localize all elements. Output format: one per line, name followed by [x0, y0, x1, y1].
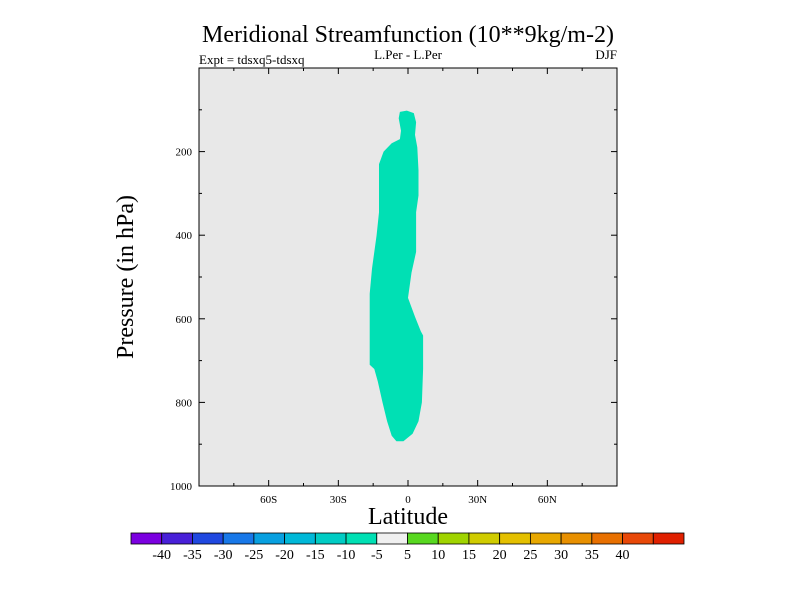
x-tick-label: 60N: [538, 494, 557, 506]
colorbar-label: 15: [462, 548, 476, 563]
x-axis: 60S 30S 0 30N 60N: [233, 68, 583, 506]
colorbar-box: [622, 532, 654, 545]
x-tick-label: 60S: [260, 494, 277, 506]
colorbar-box: [192, 532, 224, 545]
colorbar-label: 10: [431, 548, 445, 563]
y-tick-label: 400: [176, 230, 193, 242]
colorbar-label: 25: [523, 548, 537, 563]
y-tick-label: 600: [176, 314, 193, 326]
experiment-subtitle: Expt = tdsxq5-tdsxq: [199, 52, 305, 67]
colorbar-label: -35: [183, 548, 202, 563]
colorbar-box: [130, 532, 163, 545]
chart-title: Meridional Streamfunction (10**9kg/m-2): [202, 22, 614, 48]
x-tick-label: 30S: [330, 494, 347, 506]
colorbar-label: -40: [152, 548, 171, 563]
colorbar-box: [591, 532, 623, 545]
colorbar-box: [161, 532, 193, 545]
colorbar-label: 20: [493, 548, 507, 563]
colorbar-box: [652, 532, 685, 545]
colorbar-label: -15: [306, 548, 325, 563]
colorbar-label: -10: [337, 548, 356, 563]
colorbar-label: 30: [554, 548, 568, 563]
colorbar-box: [376, 532, 408, 545]
streamfunction-region: [369, 110, 424, 442]
colorbar: -40 -35 -30 -25 -20 -15 -10 -5 5 10 15 20 25 30 35 40: [130, 532, 685, 563]
y-axis: 200 400 600 800 1000: [170, 109, 617, 493]
colorbar-box: [529, 532, 562, 545]
colorbar-box: [284, 532, 316, 545]
season-subtitle: DJF: [595, 47, 617, 62]
y-tick-label: 200: [176, 147, 193, 159]
colorbar-box: [222, 532, 255, 545]
colorbar-box: [407, 532, 439, 545]
colorbar-label: -25: [245, 548, 264, 563]
colorbar-box: [560, 532, 593, 545]
x-axis-label: Latitude: [368, 504, 448, 530]
colorbar-label: 5: [404, 548, 411, 563]
colorbar-label: -20: [275, 548, 294, 563]
colorbar-box: [253, 532, 286, 545]
colorbar-label: 35: [585, 548, 599, 563]
x-tick-label: 30N: [468, 494, 487, 506]
difference-subtitle: L.Per - L.Per: [374, 47, 443, 62]
colorbar-box: [437, 532, 470, 545]
colorbar-box: [468, 532, 501, 545]
colorbar-label: 40: [616, 548, 630, 563]
y-axis-label: Pressure (in hPa): [113, 195, 139, 359]
x-tick-label: 0: [405, 494, 411, 506]
colorbar-box: [499, 532, 531, 545]
colorbar-box: [345, 532, 378, 545]
colorbar-box: [314, 532, 347, 545]
y-tick-label: 1000: [170, 481, 193, 493]
colorbar-label: -5: [371, 548, 383, 563]
y-tick-label: 800: [176, 397, 193, 409]
colorbar-label: -30: [214, 548, 233, 563]
